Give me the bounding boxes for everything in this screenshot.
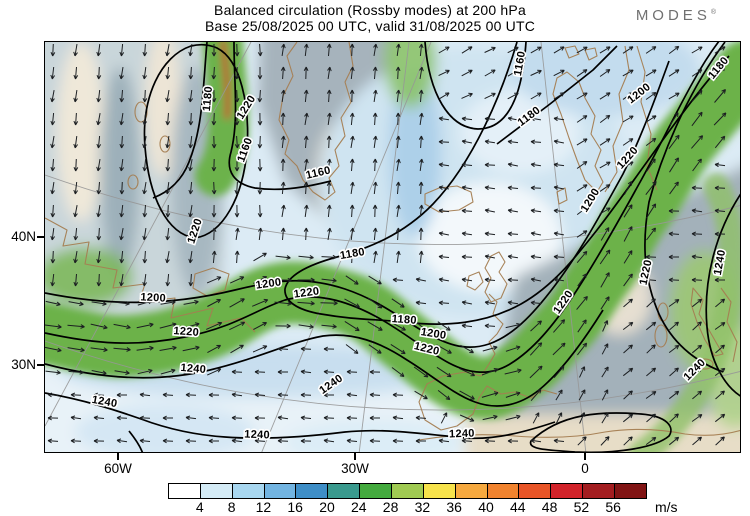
- contour-label: 1220: [638, 259, 655, 287]
- lat-tick-label: 30N: [11, 357, 36, 372]
- colorbar-segment: [328, 484, 361, 498]
- colorbar-segment: [392, 484, 424, 498]
- contour-label: 1240: [244, 429, 270, 442]
- lat-tick-mark: [37, 236, 44, 238]
- colorbar-segment: [232, 484, 265, 498]
- colorbar-segment: [264, 484, 297, 498]
- lon-tick-mark: [584, 453, 586, 460]
- page-title: Balanced circulation (Rossby modes) at 2…: [214, 2, 526, 18]
- colorbar-segment: [423, 484, 456, 498]
- map-canvas: 1220 1220 1180 1160 1160 1160 1180 1180 1180 1180…: [44, 41, 741, 453]
- colorbar-segment: [200, 484, 233, 498]
- lat-tick-mark: [37, 364, 44, 366]
- colorbar-tick: 52: [573, 499, 590, 515]
- registered-mark: ®: [710, 9, 716, 16]
- colorbar-tick: 36: [446, 499, 462, 515]
- contour-label: 1160: [512, 50, 528, 77]
- lon-tick-mark: [117, 453, 119, 460]
- colorbar-tick: 48: [541, 499, 558, 515]
- colorbar-tick: 12: [255, 499, 272, 515]
- colorbar-segment: [487, 484, 520, 498]
- contour-label: 1200: [420, 326, 447, 342]
- colorbar-segment: [551, 484, 584, 498]
- lon-tick-label: 60W: [104, 461, 132, 476]
- colorbar: [168, 483, 647, 499]
- colorbar-tick: 28: [382, 499, 399, 515]
- colorbar-segment: [455, 484, 488, 498]
- page-subtitle: Base 25/08/2025 00 UTC, valid 31/08/2025…: [204, 18, 536, 34]
- contour-label: 1200: [255, 276, 282, 291]
- colorbar-segment: [583, 484, 616, 498]
- contour-label: 1240: [449, 428, 475, 441]
- lat-tick-label: 40N: [11, 229, 36, 244]
- colorbar-segment: [169, 484, 201, 498]
- colorbar-segment: [360, 484, 393, 498]
- contour-label: 1180: [391, 313, 417, 327]
- colorbar-tick: 56: [605, 499, 621, 515]
- contour-label: 1220: [293, 285, 320, 300]
- colorbar-tick: 4: [195, 499, 204, 515]
- colorbar-segment: [296, 484, 329, 498]
- modes-logo: MODES®: [635, 7, 716, 24]
- colorbar-tick: 40: [478, 499, 494, 515]
- lon-tick-mark: [354, 453, 356, 460]
- colorbar-tick: 44: [510, 499, 526, 515]
- jet-stream-band: [45, 42, 740, 452]
- contour-label: 1200: [140, 291, 166, 304]
- contour-label: 1180: [201, 86, 215, 112]
- lon-tick-label: 0: [581, 461, 589, 476]
- wind-arrows: [45, 43, 727, 446]
- colorbar-segment: [615, 484, 646, 498]
- weather-map: 1220122011801160116011601180118011801180…: [45, 42, 740, 452]
- colorbar-tick: 8: [227, 499, 236, 515]
- graticule: [45, 42, 740, 452]
- colorbar-tick: 24: [351, 499, 367, 515]
- colorbar-unit: m/s: [655, 499, 678, 515]
- colorbar-tick: 16: [287, 499, 303, 515]
- colorbar-tick: 20: [319, 499, 335, 515]
- colorbar-segment: [519, 484, 552, 498]
- contour-label: 1220: [173, 325, 199, 339]
- lon-tick-label: 30W: [341, 461, 369, 476]
- colorbar-tick: 32: [414, 499, 431, 515]
- contour-label: 1240: [180, 362, 207, 376]
- title-block: Balanced circulation (Rossby modes) at 2…: [40, 2, 700, 34]
